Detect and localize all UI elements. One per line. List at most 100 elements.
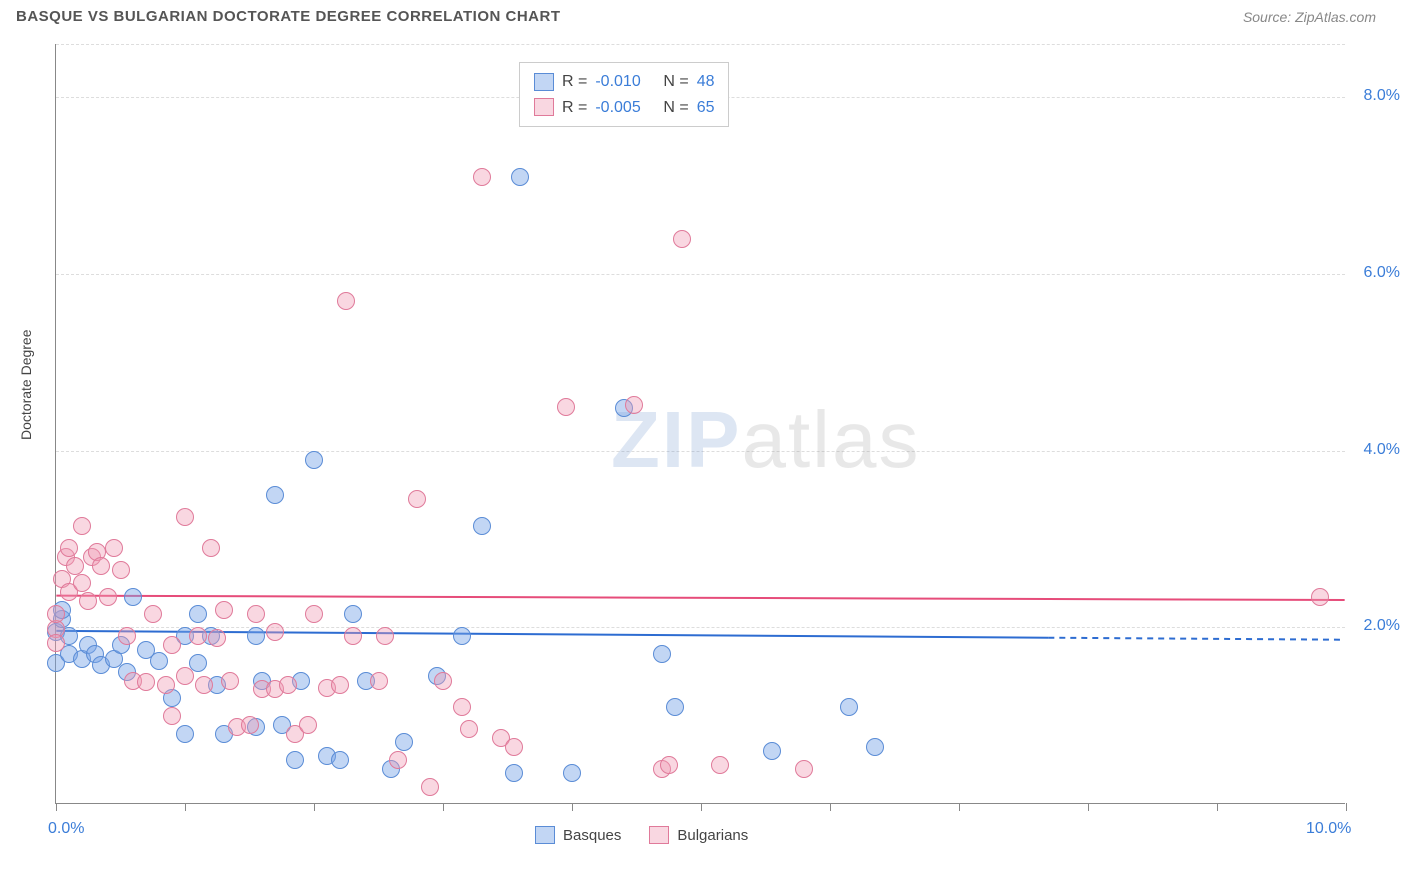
scatter-point [241,716,259,734]
gridline [56,627,1345,628]
scatter-point [105,539,123,557]
trendline-dashed [1048,638,1344,640]
scatter-point [653,645,671,663]
y-tick-label: 6.0% [1364,264,1400,282]
gridline [56,451,1345,452]
legend-series-name: Basques [563,827,621,844]
scatter-point [92,557,110,575]
y-axis-label: Doctorate Degree [18,329,34,440]
scatter-point [247,605,265,623]
x-tick-label: 0.0% [48,820,84,838]
scatter-point [163,707,181,725]
x-tick [56,803,57,811]
scatter-point [202,539,220,557]
legend-stats-row: R = -0.005 N = 65 [534,95,714,121]
scatter-point [73,574,91,592]
scatter-point [247,627,265,645]
legend-swatch [534,98,554,116]
x-tick [572,803,573,811]
scatter-point [144,605,162,623]
scatter-point [473,168,491,186]
scatter-point [60,539,78,557]
scatter-point [344,627,362,645]
scatter-point [557,398,575,416]
scatter-point [299,716,317,734]
scatter-point [189,627,207,645]
scatter-point [511,168,529,186]
legend-series: Basques Bulgarians [535,826,748,844]
scatter-point [176,508,194,526]
scatter-point [163,636,181,654]
scatter-point [505,764,523,782]
legend-n-label: N = [663,69,688,95]
legend-item: Basques [535,826,621,844]
x-tick [185,803,186,811]
y-tick-label: 4.0% [1364,441,1400,459]
scatter-point [215,601,233,619]
gridline [56,274,1345,275]
scatter-point [189,605,207,623]
scatter-chart: 2.0%4.0%6.0%8.0%0.0%10.0%ZIPatlasR =-0.0… [55,44,1345,804]
scatter-point [460,720,478,738]
scatter-point [866,738,884,756]
legend-item: Bulgarians [649,826,748,844]
x-tick [1217,803,1218,811]
scatter-point [305,605,323,623]
scatter-point [79,592,97,610]
trendline [56,596,1344,600]
scatter-point [112,561,130,579]
scatter-point [47,634,65,652]
scatter-point [840,698,858,716]
scatter-point [376,627,394,645]
y-tick-label: 8.0% [1364,87,1400,105]
x-tick [701,803,702,811]
scatter-point [124,588,142,606]
scatter-point [473,517,491,535]
scatter-point [453,627,471,645]
scatter-point [66,557,84,575]
legend-swatch [649,826,669,844]
scatter-point [150,652,168,670]
scatter-point [208,629,226,647]
x-tick [1088,803,1089,811]
x-tick [830,803,831,811]
scatter-point [195,676,213,694]
x-tick [314,803,315,811]
chart-header: BASQUE VS BULGARIAN DOCTORATE DEGREE COR… [0,0,1406,33]
watermark: ZIPatlas [611,394,920,486]
scatter-point [176,667,194,685]
scatter-point [266,623,284,641]
scatter-point [453,698,471,716]
scatter-point [421,778,439,796]
scatter-point [176,725,194,743]
scatter-point [344,605,362,623]
legend-series-name: Bulgarians [677,827,748,844]
scatter-point [505,738,523,756]
scatter-point [395,733,413,751]
scatter-point [763,742,781,760]
legend-r-value: -0.010 [595,69,655,95]
source-label: Source: ZipAtlas.com [1243,9,1376,25]
scatter-point [73,517,91,535]
scatter-point [666,698,684,716]
gridline [56,44,1345,45]
legend-r-label: R = [562,69,587,95]
x-tick [443,803,444,811]
scatter-point [434,672,452,690]
legend-r-label: R = [562,95,587,121]
scatter-point [221,672,239,690]
legend-swatch [534,73,554,91]
watermark-atlas: atlas [741,395,920,484]
scatter-point [408,490,426,508]
scatter-point [660,756,678,774]
scatter-point [370,672,388,690]
scatter-point [279,676,297,694]
legend-r-value: -0.005 [595,95,655,121]
scatter-point [1311,588,1329,606]
trendlines-layer [56,44,1345,803]
scatter-point [157,676,175,694]
x-tick [959,803,960,811]
legend-n-label: N = [663,95,688,121]
legend-n-value: 65 [697,95,715,121]
chart-title: BASQUE VS BULGARIAN DOCTORATE DEGREE COR… [16,8,561,25]
